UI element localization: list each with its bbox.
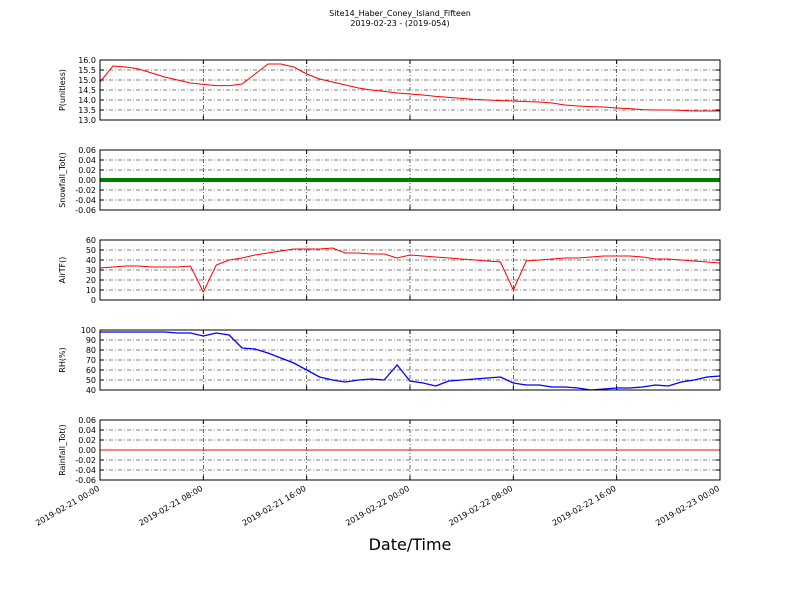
x-tick-label: 2019-02-21 08:00 bbox=[137, 484, 204, 528]
plot-frame bbox=[99, 239, 721, 301]
y-tick-label: 90 bbox=[86, 336, 96, 345]
y-tick-label: 0.02 bbox=[78, 166, 96, 175]
y-tick-label: -0.04 bbox=[75, 466, 96, 475]
y-tick-label: 15.5 bbox=[78, 66, 96, 75]
y-tick-label: 0 bbox=[91, 296, 96, 305]
y-tick-label: 60 bbox=[86, 366, 96, 375]
plot-frame bbox=[99, 59, 721, 121]
y-tick-label: 70 bbox=[86, 356, 96, 365]
y-tick-label: 14.5 bbox=[78, 86, 96, 95]
x-tick-label: 2019-02-21 16:00 bbox=[241, 484, 308, 528]
y-tick-label: 0.00 bbox=[78, 176, 96, 185]
x-tick-label: 2019-02-22 00:00 bbox=[344, 484, 411, 528]
y-tick-label: 13.0 bbox=[78, 116, 96, 125]
y-tick-label: 30 bbox=[86, 266, 96, 275]
y-tick-label: 0.00 bbox=[78, 446, 96, 455]
y-tick-label: 80 bbox=[86, 346, 96, 355]
y-tick-label: 20 bbox=[86, 276, 96, 285]
x-tick-label: 2019-02-22 16:00 bbox=[551, 484, 618, 528]
y-tick-label: -0.06 bbox=[75, 206, 96, 215]
data-line bbox=[99, 63, 720, 112]
plot-frame bbox=[99, 329, 721, 391]
y-axis-label: P(unitless) bbox=[58, 69, 67, 111]
y-axis-label: Snowfall_Tot() bbox=[58, 152, 67, 208]
x-tick-label: 2019-02-23 00:00 bbox=[654, 484, 721, 528]
y-tick-label: 0.04 bbox=[78, 156, 96, 165]
y-tick-label: 100 bbox=[81, 326, 96, 335]
plot-frame bbox=[99, 419, 721, 481]
y-tick-label: 15.0 bbox=[78, 76, 96, 85]
y-tick-label: -0.02 bbox=[75, 186, 96, 195]
data-line bbox=[99, 247, 721, 294]
plot-frame bbox=[99, 149, 721, 211]
y-tick-label: 0.06 bbox=[78, 146, 96, 155]
y-axis-label: RH(%) bbox=[58, 347, 67, 372]
x-tick-label: 2019-02-21 00:00 bbox=[34, 484, 101, 528]
y-tick-label: 0.02 bbox=[78, 436, 96, 445]
y-tick-label: 0.04 bbox=[78, 426, 96, 435]
y-tick-label: 40 bbox=[86, 256, 96, 265]
y-axis-label: Rainfall_Tot() bbox=[58, 424, 67, 476]
x-tick-label: 2019-02-22 08:00 bbox=[447, 484, 514, 528]
y-tick-label: -0.04 bbox=[75, 196, 96, 205]
y-tick-label: 60 bbox=[86, 236, 96, 245]
y-tick-label: 40 bbox=[86, 386, 96, 395]
y-tick-label: -0.06 bbox=[75, 476, 96, 485]
y-tick-label: 10 bbox=[86, 286, 96, 295]
y-tick-label: 50 bbox=[86, 246, 96, 255]
y-tick-label: 13.5 bbox=[78, 106, 96, 115]
x-axis-label: Date/Time bbox=[369, 535, 452, 554]
y-tick-label: 16.0 bbox=[78, 56, 96, 65]
data-line bbox=[100, 331, 721, 391]
y-axis-label: AirTF() bbox=[58, 257, 67, 284]
chart-subtitle: 2019-02-23 - (2019-054) bbox=[350, 19, 449, 28]
y-tick-label: 50 bbox=[86, 376, 96, 385]
y-tick-label: 0.06 bbox=[78, 416, 96, 425]
y-tick-label: -0.02 bbox=[75, 456, 96, 465]
chart-title: Site14_Haber_Coney_Island_Fifteen bbox=[329, 9, 471, 18]
y-tick-label: 14.0 bbox=[78, 96, 96, 105]
